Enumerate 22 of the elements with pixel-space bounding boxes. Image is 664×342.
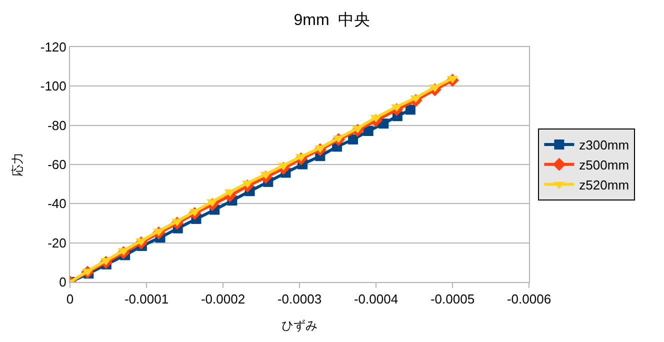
x-tick-label: -0.0002 [200,292,246,307]
x-tick-label: -0.0005 [430,292,475,307]
x-tick-label: -0.0006 [506,292,552,307]
y-tick-label: -40 [48,196,66,212]
y-axis-title: 応力 [10,152,25,176]
y-tick-label: -80 [48,118,66,133]
legend-label: z500mm [579,157,630,172]
x-tick-label: -0.0001 [124,292,169,307]
legend-label: z520mm [579,177,630,192]
y-tick-label: 0 [59,274,66,290]
legend-label: z300mm [579,138,630,153]
point [348,134,358,144]
point [405,104,416,115]
x-tick-label: -0.0003 [277,292,322,307]
y-tick-label: -100 [40,78,66,94]
x-axis-title: ひずみ [282,318,318,332]
point [363,126,374,136]
chart-title: 9mm 中央 [294,10,370,29]
y-tick-label: -120 [40,40,66,55]
y-tick-label: -20 [48,235,66,250]
y-tick-label: -60 [48,157,66,172]
x-tick-label: -0.0004 [354,292,398,307]
